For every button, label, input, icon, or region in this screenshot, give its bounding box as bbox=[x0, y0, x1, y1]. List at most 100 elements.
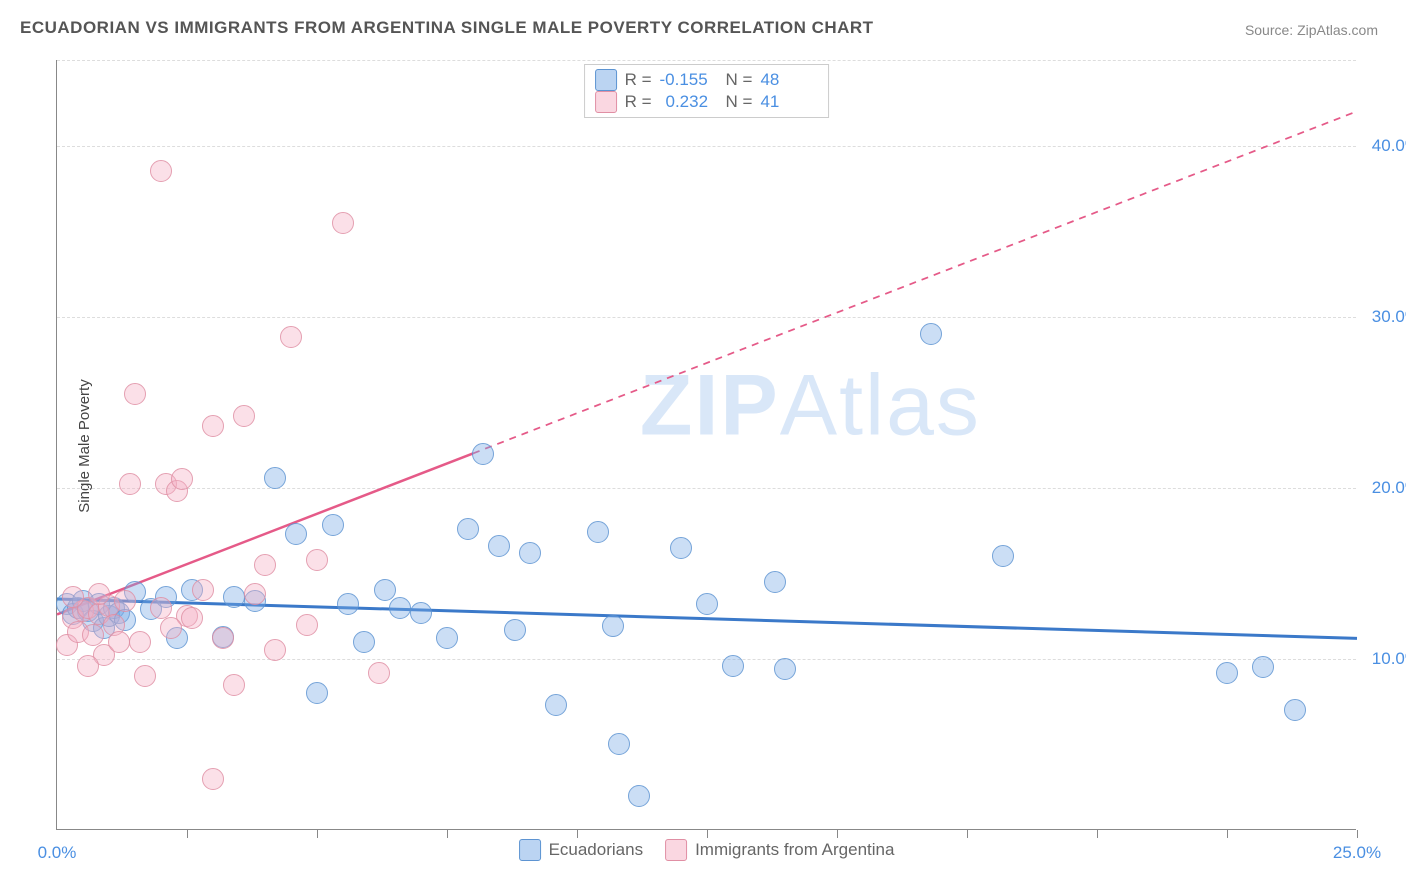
legend-label-ecuadorians: Ecuadorians bbox=[549, 840, 644, 860]
scatter-point bbox=[244, 583, 266, 605]
legend-swatch-blue bbox=[595, 69, 617, 91]
scatter-point bbox=[150, 160, 172, 182]
scatter-point bbox=[62, 586, 84, 608]
y-tick-label: 30.0% bbox=[1372, 307, 1406, 327]
scatter-point bbox=[192, 579, 214, 601]
scatter-point bbox=[134, 665, 156, 687]
scatter-point bbox=[1216, 662, 1238, 684]
scatter-point bbox=[171, 468, 193, 490]
scatter-point bbox=[77, 655, 99, 677]
plot-area: ZIPAtlas R = -0.155 N = 48 R = 0.232 N =… bbox=[56, 60, 1356, 830]
scatter-point bbox=[504, 619, 526, 641]
n-value-pink: 41 bbox=[760, 92, 818, 112]
source-label: Source: ZipAtlas.com bbox=[1245, 22, 1378, 38]
scatter-point bbox=[696, 593, 718, 615]
x-tick bbox=[837, 830, 838, 838]
legend-row-blue: R = -0.155 N = 48 bbox=[595, 69, 819, 91]
legend-square-blue bbox=[519, 839, 541, 861]
scatter-point bbox=[457, 518, 479, 540]
scatter-point bbox=[296, 614, 318, 636]
x-tick bbox=[1227, 830, 1228, 838]
scatter-point bbox=[280, 326, 302, 348]
n-value-blue: 48 bbox=[760, 70, 818, 90]
scatter-point bbox=[285, 523, 307, 545]
legend-row-pink: R = 0.232 N = 41 bbox=[595, 91, 819, 113]
y-tick-label: 10.0% bbox=[1372, 649, 1406, 669]
scatter-point bbox=[223, 674, 245, 696]
n-label: N = bbox=[726, 70, 753, 90]
scatter-point bbox=[322, 514, 344, 536]
scatter-point bbox=[774, 658, 796, 680]
scatter-point bbox=[108, 631, 130, 653]
scatter-point bbox=[389, 597, 411, 619]
scatter-point bbox=[129, 631, 151, 653]
scatter-point bbox=[332, 212, 354, 234]
scatter-point bbox=[488, 535, 510, 557]
x-tick bbox=[447, 830, 448, 838]
scatter-point bbox=[233, 405, 255, 427]
legend-label-argentina: Immigrants from Argentina bbox=[695, 840, 894, 860]
scatter-point bbox=[150, 597, 172, 619]
scatter-point bbox=[264, 467, 286, 489]
x-tick-label: 25.0% bbox=[1333, 843, 1381, 863]
scatter-point bbox=[124, 383, 146, 405]
r-label: R = bbox=[625, 70, 652, 90]
x-tick bbox=[187, 830, 188, 838]
x-tick-label: 0.0% bbox=[38, 843, 77, 863]
scatter-point bbox=[181, 607, 203, 629]
r-value-pink: 0.232 bbox=[660, 92, 718, 112]
legend-item-argentina: Immigrants from Argentina bbox=[665, 839, 894, 861]
scatter-point bbox=[1252, 656, 1274, 678]
scatter-point bbox=[1284, 699, 1306, 721]
x-tick bbox=[317, 830, 318, 838]
scatter-point bbox=[608, 733, 630, 755]
scatter-point bbox=[472, 443, 494, 465]
scatter-point bbox=[264, 639, 286, 661]
scatter-point bbox=[602, 615, 624, 637]
r-value-blue: -0.155 bbox=[660, 70, 718, 90]
scatter-point bbox=[306, 549, 328, 571]
scatter-point bbox=[337, 593, 359, 615]
scatter-point bbox=[82, 624, 104, 646]
scatter-point bbox=[254, 554, 276, 576]
scatter-point bbox=[368, 662, 390, 684]
y-tick-label: 20.0% bbox=[1372, 478, 1406, 498]
x-tick bbox=[967, 830, 968, 838]
legend-item-ecuadorians: Ecuadorians bbox=[519, 839, 644, 861]
x-tick bbox=[577, 830, 578, 838]
scatter-point bbox=[212, 627, 234, 649]
scatter-point bbox=[545, 694, 567, 716]
scatter-point bbox=[410, 602, 432, 624]
legend-swatch-pink bbox=[595, 91, 617, 113]
scatter-point bbox=[920, 323, 942, 345]
scatter-point bbox=[223, 586, 245, 608]
scatter-point bbox=[628, 785, 650, 807]
correlation-legend: R = -0.155 N = 48 R = 0.232 N = 41 bbox=[584, 64, 830, 118]
series-legend: Ecuadorians Immigrants from Argentina bbox=[519, 839, 895, 861]
scatter-point bbox=[436, 627, 458, 649]
scatter-point bbox=[764, 571, 786, 593]
scatter-point bbox=[670, 537, 692, 559]
scatter-point bbox=[119, 473, 141, 495]
scatter-point bbox=[306, 682, 328, 704]
n-label: N = bbox=[726, 92, 753, 112]
scatter-point bbox=[202, 768, 224, 790]
legend-square-pink bbox=[665, 839, 687, 861]
scatter-point bbox=[722, 655, 744, 677]
y-tick-label: 40.0% bbox=[1372, 136, 1406, 156]
scatter-point bbox=[353, 631, 375, 653]
trend-line-dashed bbox=[473, 111, 1357, 453]
x-tick bbox=[1097, 830, 1098, 838]
scatter-point bbox=[202, 415, 224, 437]
r-label: R = bbox=[625, 92, 652, 112]
scatter-point bbox=[160, 617, 182, 639]
scatter-point bbox=[992, 545, 1014, 567]
scatter-point bbox=[88, 583, 110, 605]
chart-title: ECUADORIAN VS IMMIGRANTS FROM ARGENTINA … bbox=[20, 18, 874, 38]
scatter-point bbox=[519, 542, 541, 564]
scatter-point bbox=[587, 521, 609, 543]
trend-svg bbox=[57, 60, 1357, 830]
scatter-point bbox=[114, 590, 136, 612]
gridline-v bbox=[1357, 830, 1358, 838]
x-tick bbox=[707, 830, 708, 838]
